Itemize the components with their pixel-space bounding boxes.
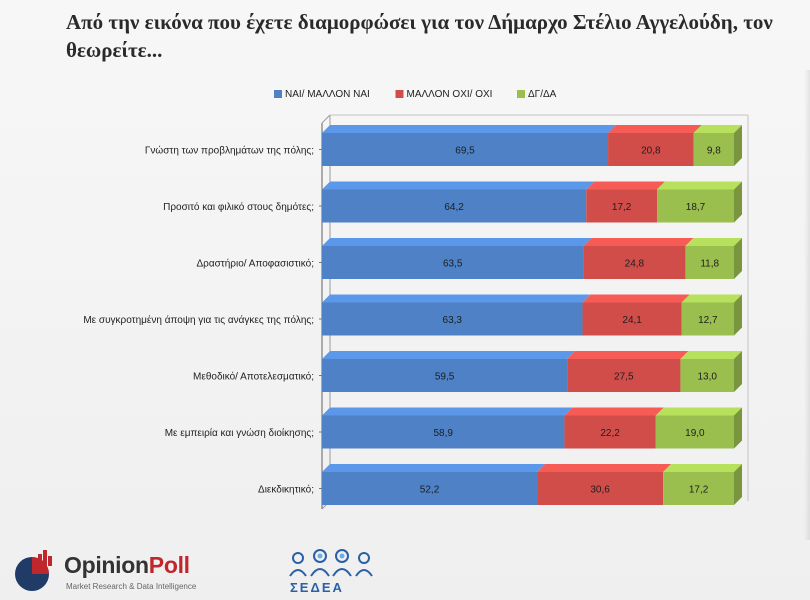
bar-top-face <box>655 407 742 416</box>
data-label: 20,8 <box>641 146 661 157</box>
bar-segment <box>680 359 734 392</box>
footer: OpinionPoll Market Research & Data Intel… <box>0 540 810 600</box>
opinionpoll-tagline: Market Research & Data Intelligence <box>66 582 197 591</box>
opinionpoll-wordmark-part1: Opinion <box>64 552 149 578</box>
bar-top-face <box>564 407 664 416</box>
data-label: 18,7 <box>686 202 706 213</box>
legend-swatch <box>517 90 525 98</box>
data-label: 63,3 <box>443 315 463 326</box>
data-label: 17,2 <box>612 202 632 213</box>
legend-swatch <box>274 90 282 98</box>
category-label: Προσιτό και φιλικό στους δημότες; <box>163 201 314 213</box>
data-label: 27,5 <box>614 372 634 383</box>
bar-side-face <box>734 238 742 279</box>
category-label: Με εμπειρία και γνώση διοίκησης; <box>165 427 314 439</box>
bar-top-face <box>583 238 694 246</box>
bar-segment <box>322 189 587 223</box>
opinionpoll-logo: OpinionPoll Market Research & Data Intel… <box>12 546 212 598</box>
bar-top-face <box>681 294 742 303</box>
data-label: 63,5 <box>443 259 463 270</box>
data-label: 30,6 <box>590 485 610 496</box>
sedea-figures-icon <box>289 549 373 577</box>
bar-side-face <box>734 407 742 449</box>
bar-segment <box>693 133 734 166</box>
bar-segment <box>567 359 681 392</box>
data-label: 11,8 <box>700 259 719 270</box>
data-label: 58,9 <box>433 428 453 439</box>
bar-segment <box>582 302 682 336</box>
data-label: 22,2 <box>600 428 620 439</box>
bar-top-face <box>322 464 546 472</box>
data-label: 69,5 <box>455 146 475 157</box>
bar-segment <box>583 246 686 279</box>
stacked-bar-chart: ΝΑΙ/ ΜΑΛΛΟΝ ΝΑΙ ΜΑΛΛΟΝ ΟΧΙ/ ΟΧΙ ΔΓ/ΔΑ 69,5 2… <box>83 89 749 510</box>
data-label: 19,0 <box>685 428 705 439</box>
category-label: Γνώστη των προβλημάτων της πόλης; <box>145 145 314 157</box>
bar-top-face <box>567 351 689 359</box>
data-label: 17,2 <box>689 485 709 496</box>
bar-segment <box>663 472 734 505</box>
data-label: 59,5 <box>435 372 455 383</box>
bar-top-face <box>322 181 595 190</box>
legend-label: ΝΑΙ/ ΜΑΛΛΟΝ ΝΑΙ <box>285 89 370 100</box>
category-label: Διεκδικητικό; <box>258 484 314 496</box>
legend-label: ΜΑΛΛΟΝ ΟΧΙ/ ΟΧΙ <box>407 89 493 100</box>
bar-segment <box>655 415 734 449</box>
data-label: 24,1 <box>622 315 642 326</box>
bar-segment <box>685 246 734 279</box>
bar-top-face <box>322 294 591 303</box>
bar-side-face <box>734 464 742 505</box>
bar-top-face <box>322 125 617 133</box>
bar-segment <box>537 472 664 505</box>
bar-top-face <box>657 181 742 190</box>
bar-top-face <box>582 294 690 303</box>
bar-top-face <box>663 464 742 472</box>
bar-segment <box>322 246 584 279</box>
bar-top-face <box>693 125 742 133</box>
sedea-wordmark: ΣΕΔΕΑ <box>290 580 344 595</box>
bar-segment <box>322 302 583 336</box>
bar-segment <box>322 359 568 392</box>
data-label: 24,8 <box>625 259 645 270</box>
bar-side-face <box>734 125 742 166</box>
opinionpoll-wordmark-part2: Poll <box>148 552 190 578</box>
bar-side-face <box>734 351 742 392</box>
category-label: Δραστήριο/ Αποφασιστικό; <box>196 258 314 270</box>
bar-segment <box>322 472 538 505</box>
bar-side-face <box>734 294 742 336</box>
bar-segment <box>322 415 565 449</box>
opinionpoll-wordmark: OpinionPoll <box>64 552 190 579</box>
legend-label: ΔΓ/ΔΑ <box>528 89 557 100</box>
slide-edge-shadow <box>804 70 810 540</box>
bar-segment <box>681 302 734 336</box>
chart-axis-top-edge <box>321 114 331 124</box>
data-label: 9,8 <box>707 146 721 157</box>
data-label: 12,7 <box>698 315 718 326</box>
bar-top-face <box>537 464 672 472</box>
bar-segment <box>657 189 734 223</box>
bar-segment <box>608 133 694 166</box>
data-label: 52,2 <box>420 485 440 496</box>
bar-top-face <box>322 238 592 246</box>
bar-segment <box>322 133 609 166</box>
page-title: Από την εικόνα που έχετε διαμορφώσει για… <box>66 10 773 62</box>
bar-top-face <box>586 181 666 190</box>
data-label: 64,2 <box>444 202 464 213</box>
bar-top-face <box>608 125 702 133</box>
opinionpoll-mark-icon <box>15 550 52 591</box>
bar-top-face <box>685 238 742 246</box>
data-label: 13,0 <box>697 372 717 383</box>
bar-segment <box>564 415 656 449</box>
bar-segment <box>586 189 658 223</box>
bar-top-face <box>680 351 742 359</box>
legend-swatch <box>395 90 404 98</box>
bar-side-face <box>734 181 742 223</box>
bar-top-face <box>322 351 576 359</box>
category-label: Με συγκροτημένη άποψη για τις ανάγκες τη… <box>83 314 314 326</box>
sedea-logo: ΣΕΔΕΑ <box>282 548 382 598</box>
category-label: Μεθοδικό/ Αποτελεσματικό; <box>193 371 314 383</box>
bar-top-face <box>322 407 573 416</box>
